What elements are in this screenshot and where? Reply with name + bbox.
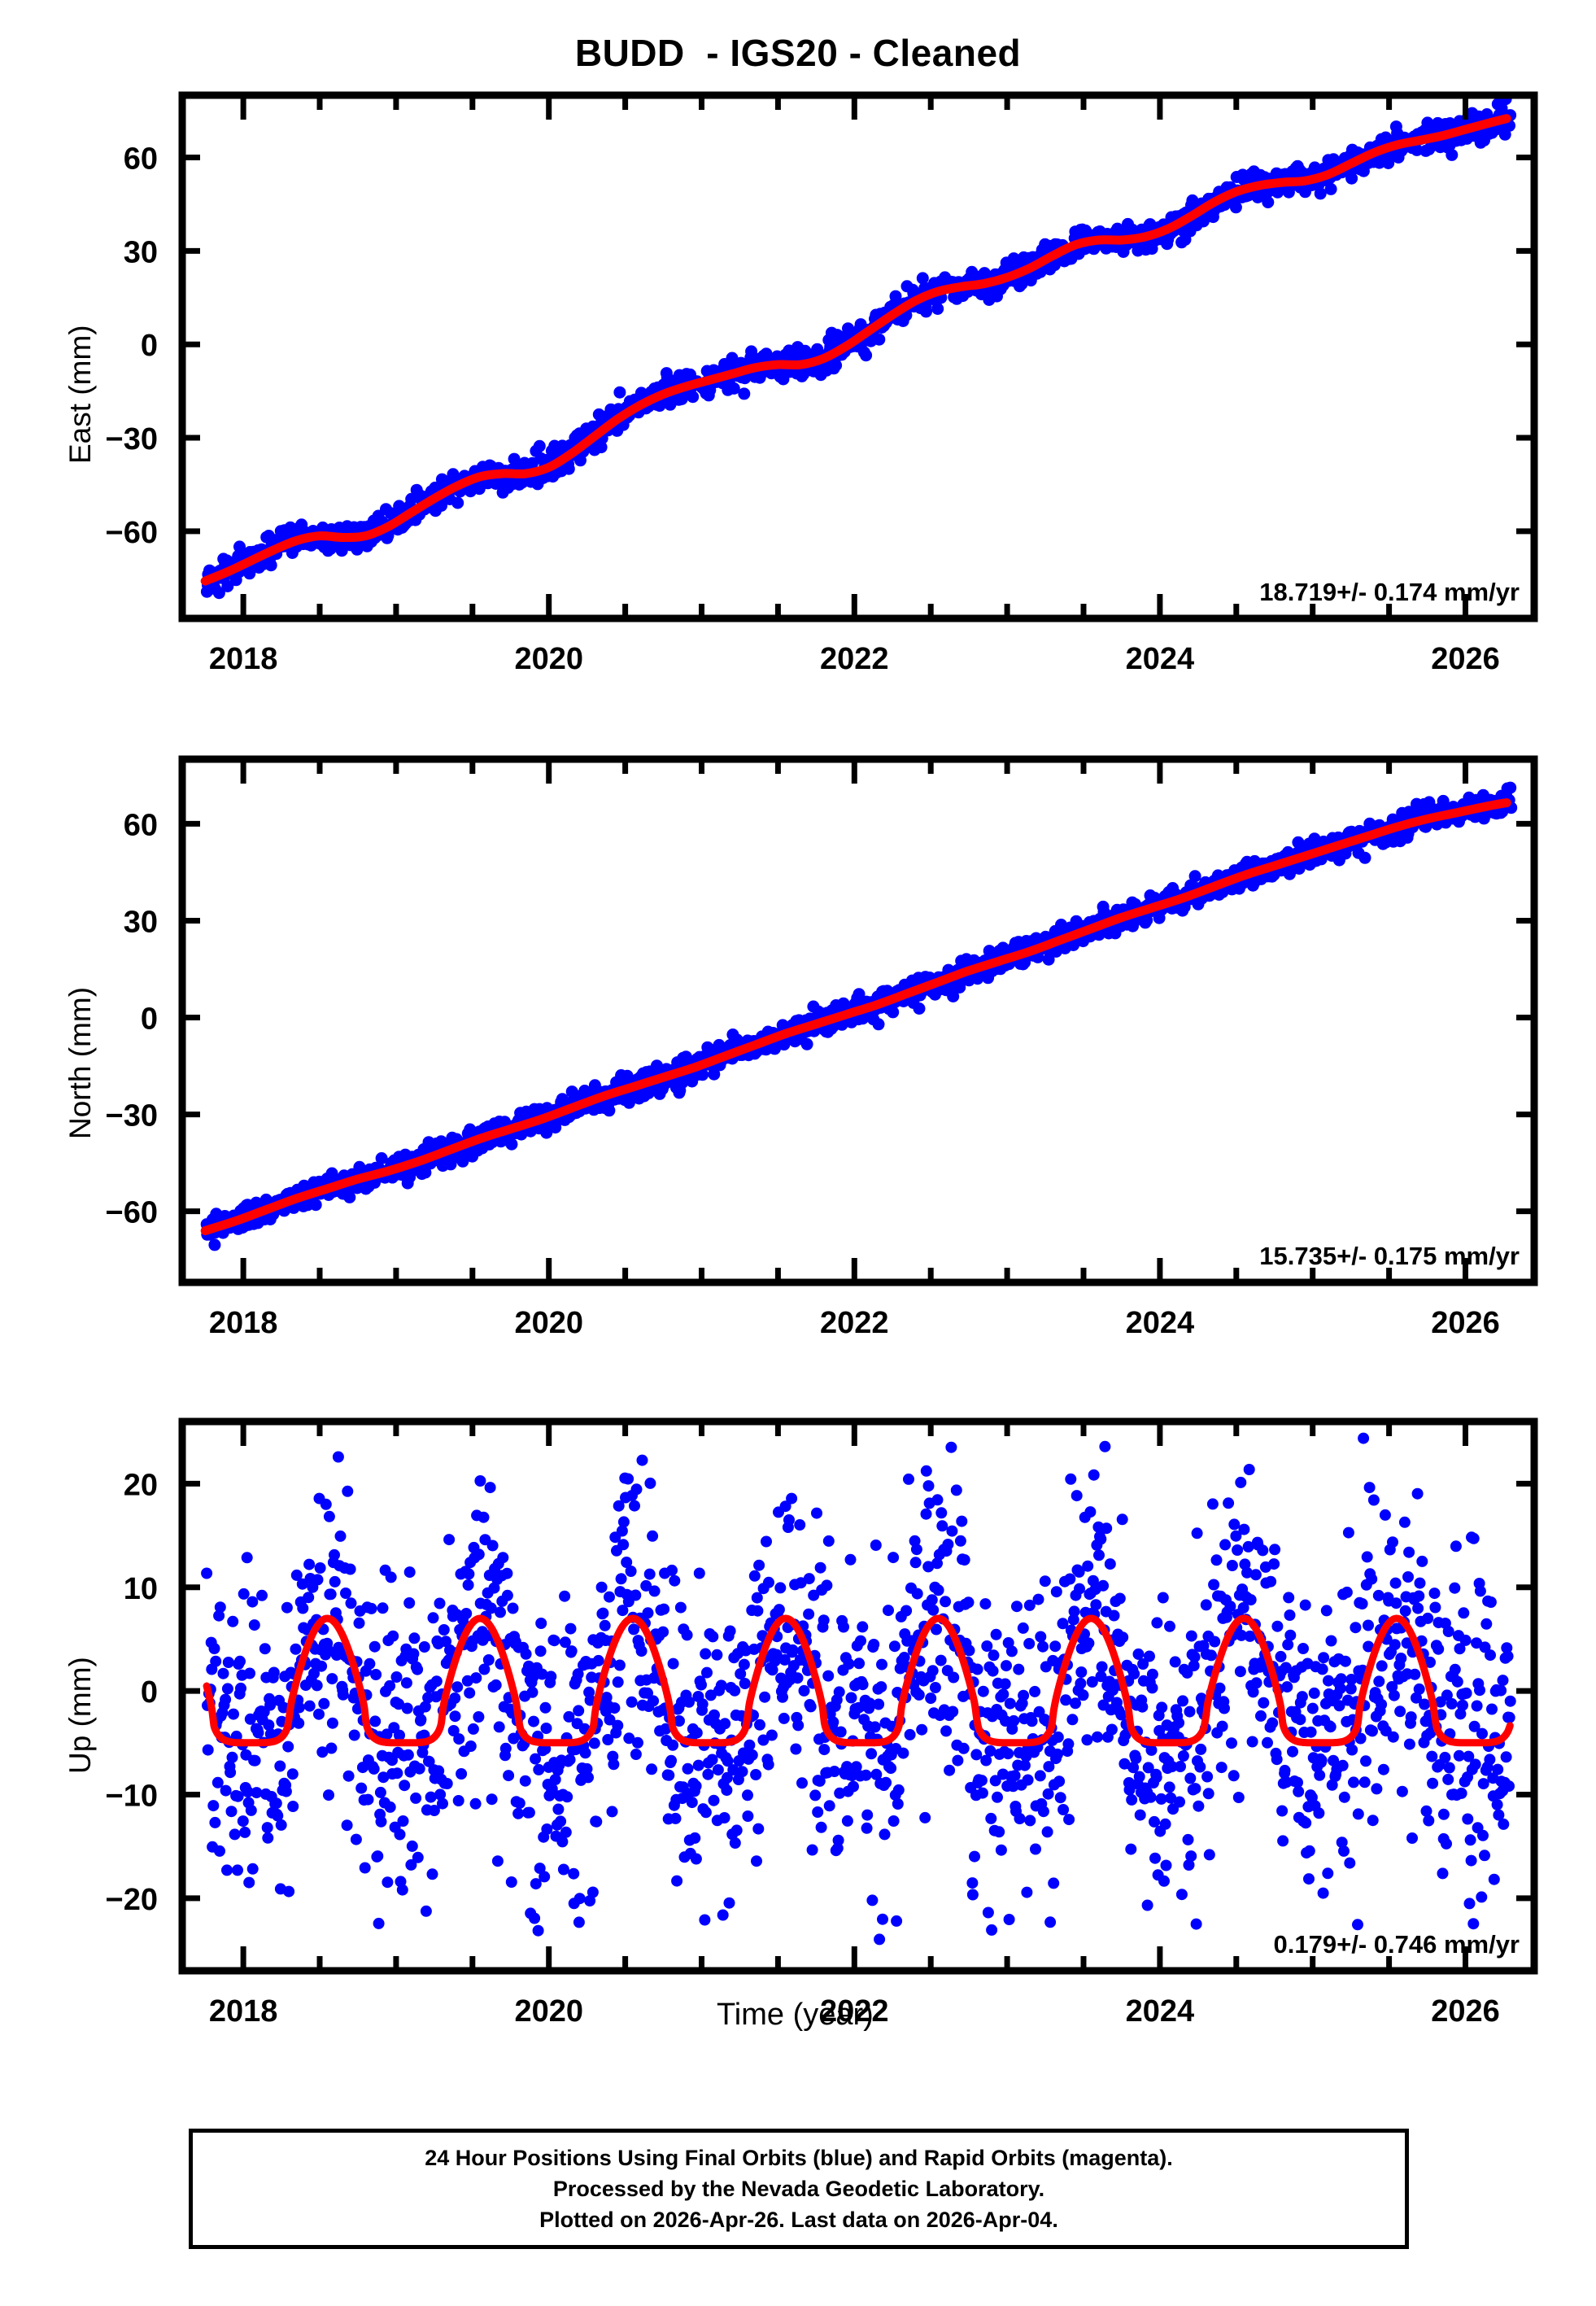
caption-line-3: Plotted on 2026-Apr-26. Last data on 202… [539, 2208, 1058, 2233]
y-tick-label: 30 [124, 235, 158, 269]
north-axis-label: North (mm) [63, 986, 97, 1139]
x-tick-label: 2024 [1126, 1994, 1195, 2029]
model-layer [203, 1614, 1514, 1747]
east-plot-svg: 60 30 0 −30 −60 2018 2020 2022 2024 2026 18.719+/-… [106, 91, 1538, 676]
x-tick-label: 2022 [820, 642, 889, 676]
x-tick-label: 2024 [1126, 642, 1195, 676]
figure-caption-box: 24 Hour Positions Using Final Orbits (bl… [189, 2129, 1409, 2249]
model-layer [200, 798, 1511, 1235]
x-tick-label: 2022 [820, 1994, 889, 2029]
y-tick-label: 10 [124, 1572, 158, 1606]
y-tick-label: −10 [106, 1779, 158, 1813]
x-tick-label: 2018 [209, 642, 278, 676]
x-tick-label: 2020 [514, 1994, 583, 2029]
y-tick-label: 0 [141, 1675, 158, 1710]
axis-layer: 60 30 0 −30 −60 2018 2020 2022 2024 2026 15.735+/-… [106, 755, 1538, 1340]
y-tick-label: 0 [141, 329, 158, 363]
y-tick-label: 20 [124, 1468, 158, 1502]
plot-frame [178, 91, 1538, 622]
rate-annotation: 0.179+/- 0.746 mm/yr [1274, 1930, 1520, 1959]
x-tick-label: 2026 [1431, 1994, 1500, 2029]
caption-line-1: 24 Hour Positions Using Final Orbits (bl… [425, 2145, 1173, 2170]
model-layer [200, 114, 1511, 586]
y-tick-label: 60 [124, 808, 158, 842]
panel-north: 60 30 0 −30 −60 2018 2020 2022 2024 2026 15.735+/-… [0, 664, 1596, 1347]
page-title: BUDD - IGS20 - Cleaned [574, 32, 1022, 74]
scatter-points [201, 1432, 1516, 1946]
x-tick-label: 2026 [1431, 642, 1500, 676]
north-plot-svg: 60 30 0 −30 −60 2018 2020 2022 2024 2026 15.735+/-… [106, 755, 1538, 1340]
y-tick-label: 0 [141, 1002, 158, 1037]
rate-annotation: 15.735+/- 0.175 mm/yr [1259, 1242, 1520, 1270]
y-tick-label: 30 [124, 905, 158, 939]
x-tick-label: 2022 [820, 1306, 889, 1340]
data-layer [201, 1432, 1516, 1946]
y-tick-label: 60 [124, 142, 158, 177]
axis-layer: 20 10 0 −10 −20 2018 2020 2022 2024 2026 0.179+/- … [106, 1417, 1538, 2029]
x-tick-label: 2018 [209, 1306, 278, 1340]
caption-line-2: Processed by the Nevada Geodetic Laborat… [552, 2176, 1045, 2201]
x-tick-label: 2018 [209, 1994, 278, 2029]
model-trend-line [200, 114, 1511, 586]
east-axis-label: East (mm) [63, 325, 97, 464]
x-tick-label: 2026 [1431, 1306, 1500, 1340]
axis-layer: 60 30 0 −30 −60 2018 2020 2022 2024 2026 18.719+/-… [106, 91, 1538, 676]
x-tick-label: 2024 [1126, 1306, 1195, 1340]
y-tick-label: −20 [106, 1883, 158, 1917]
up-axis-label: Up (mm) [63, 1657, 97, 1774]
x-tick-label: 2020 [514, 642, 583, 676]
y-tick-label: −60 [106, 516, 158, 550]
plot-frame [178, 755, 1538, 1286]
rate-annotation: 18.719+/- 0.174 mm/yr [1259, 578, 1520, 606]
y-tick-label: −60 [106, 1196, 158, 1230]
up-plot-svg: 20 10 0 −10 −20 2018 2020 2022 2024 2026 0.179+/- … [106, 1417, 1538, 2029]
y-tick-label: −30 [106, 422, 158, 456]
model-trend-line [203, 1614, 1514, 1747]
model-trend-line [200, 798, 1511, 1235]
panel-east: 60 30 0 −30 −60 2018 2020 2022 2024 2026 18.719+/-… [0, 0, 1596, 684]
time-axis-label: Time (year) [717, 1998, 874, 2032]
panel-up: 20 10 0 −10 −20 2018 2020 2022 2024 2026 0.179+/- … [0, 1326, 1596, 2042]
plot-frame [178, 1417, 1538, 1975]
y-tick-label: −30 [106, 1099, 158, 1133]
x-tick-label: 2020 [514, 1306, 583, 1340]
